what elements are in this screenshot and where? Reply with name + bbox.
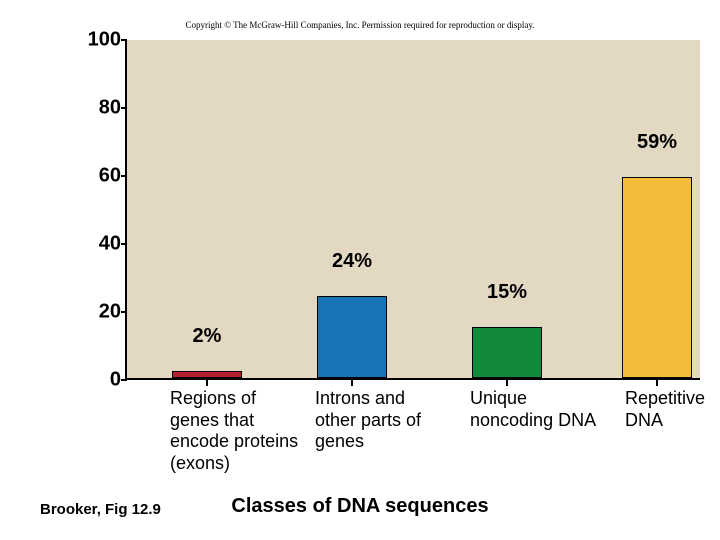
y-tick-mark	[121, 107, 127, 109]
x-tick-mark	[656, 378, 658, 386]
caption-left: Brooker, Fig 12.9	[40, 501, 161, 518]
bar	[622, 177, 692, 378]
x-tick-mark	[506, 378, 508, 386]
y-tick-label: 40	[87, 233, 121, 256]
y-tick-mark	[121, 379, 127, 381]
y-tick-label: 20	[87, 301, 121, 324]
bar	[472, 327, 542, 378]
bar	[317, 296, 387, 378]
y-tick-mark	[121, 243, 127, 245]
y-tick-mark	[121, 175, 127, 177]
y-tick-label: 0	[87, 369, 121, 392]
bar-value-label: 59%	[597, 131, 717, 154]
page: Copyright © The McGraw-Hill Companies, I…	[0, 0, 720, 540]
x-category-label: Unique noncoding DNA	[470, 388, 600, 431]
x-category-label: Repetitive DNA	[625, 388, 720, 431]
y-tick-label: 60	[87, 165, 121, 188]
x-tick-mark	[351, 378, 353, 386]
plot-area: 0204060801002%24%15%59%	[125, 40, 700, 380]
bar-value-label: 2%	[147, 325, 267, 348]
y-tick-label: 80	[87, 97, 121, 120]
y-tick-label: 100	[87, 29, 121, 52]
bar-value-label: 24%	[292, 250, 412, 273]
x-category-label: Regions of genes that encode proteins (e…	[170, 388, 300, 474]
y-tick-mark	[121, 39, 127, 41]
bar	[172, 371, 242, 378]
x-category-label: Introns and other parts of genes	[315, 388, 445, 453]
x-tick-mark	[206, 378, 208, 386]
y-tick-mark	[121, 311, 127, 313]
bar-value-label: 15%	[447, 281, 567, 304]
chart-container: 0204060801002%24%15%59% Regions of genes…	[85, 40, 700, 380]
